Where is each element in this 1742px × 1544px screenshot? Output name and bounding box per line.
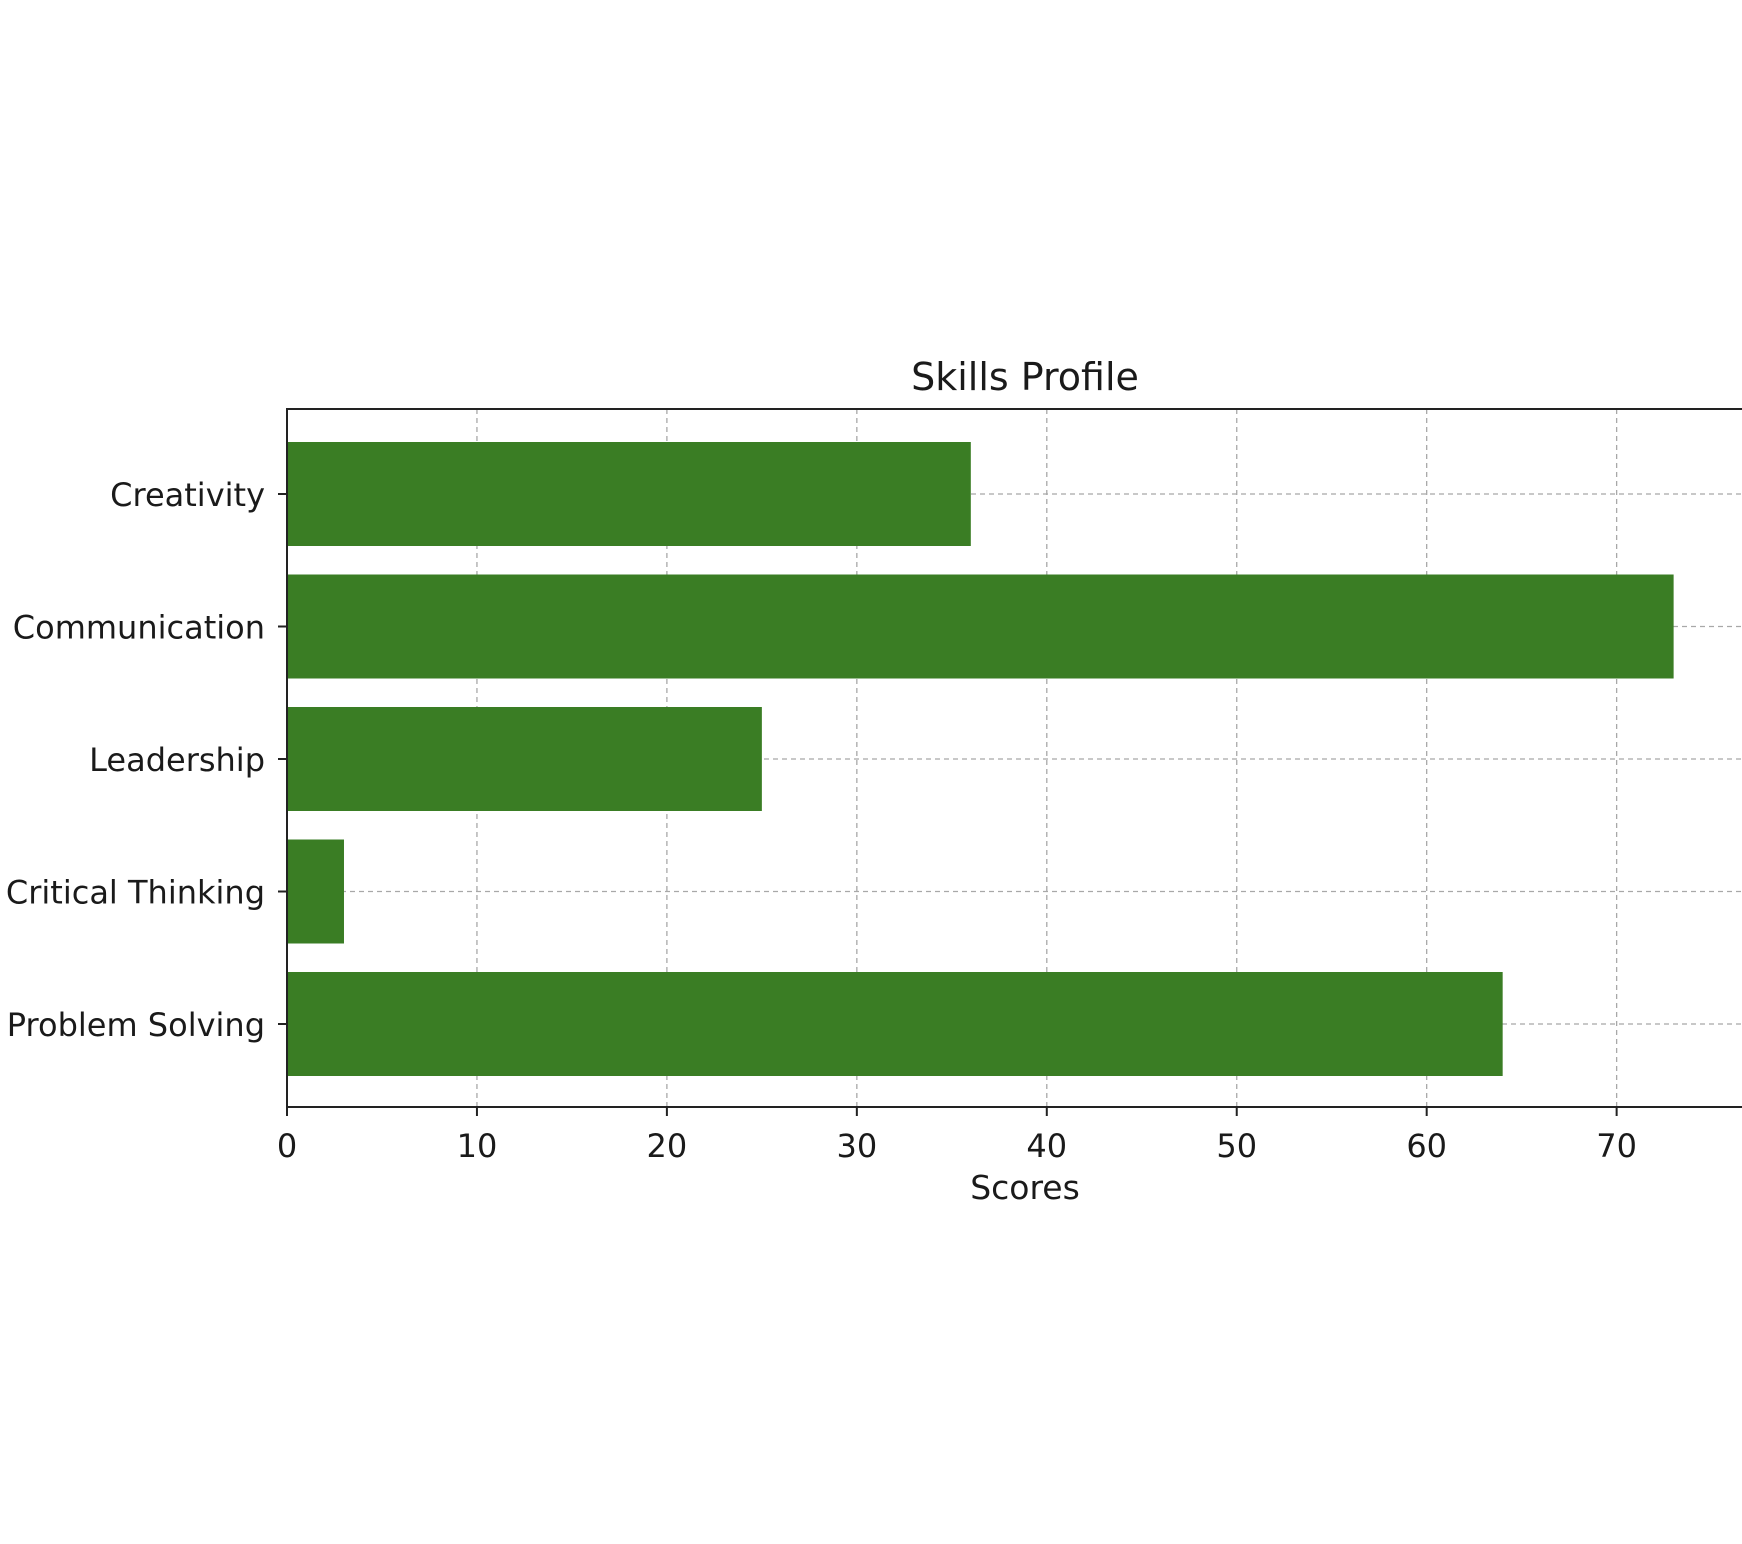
y-tick-label: Leadership <box>89 741 265 779</box>
bar-creativity <box>287 442 971 546</box>
x-tick-label: 30 <box>836 1127 877 1165</box>
bar-communication <box>287 574 1674 679</box>
bars <box>287 442 1674 1076</box>
x-tick-label: 40 <box>1026 1127 1067 1165</box>
ticks: 0 10 20 30 40 50 60 70 Creativity Communication Le… <box>6 476 1637 1165</box>
bar-leadership <box>287 707 762 811</box>
y-tick-label: Critical Thinking <box>6 874 265 912</box>
x-tick-label: 20 <box>647 1127 688 1165</box>
chart-title: Skills Profile <box>911 355 1139 399</box>
x-tick-label: 10 <box>457 1127 498 1165</box>
bar-problem-solving <box>287 972 1503 1076</box>
y-tick-label: Creativity <box>110 476 265 514</box>
y-tick-label: Communication <box>13 609 265 647</box>
x-tick-label: 60 <box>1406 1127 1447 1165</box>
y-tick-label: Problem Solving <box>7 1006 265 1044</box>
x-tick-label: 70 <box>1596 1127 1637 1165</box>
bar-critical-thinking <box>287 839 344 944</box>
x-tick-label: 50 <box>1216 1127 1257 1165</box>
x-tick-label: 0 <box>277 1127 297 1165</box>
x-axis-label: Scores <box>970 1168 1080 1207</box>
